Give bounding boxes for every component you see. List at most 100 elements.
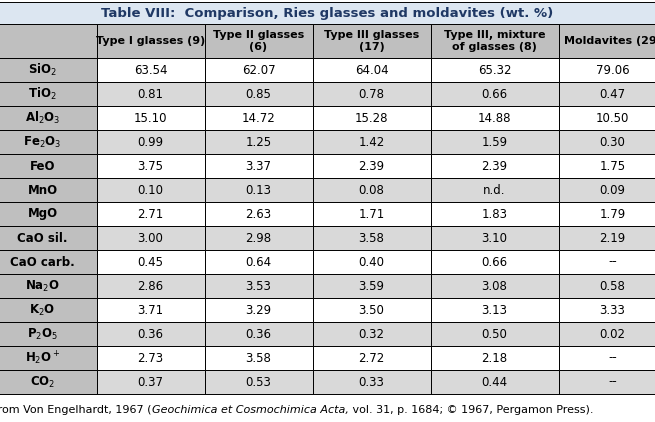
Text: n.d.: n.d.	[483, 184, 506, 197]
Bar	[559, 346, 655, 370]
Text: 79.06: 79.06	[595, 63, 629, 76]
Text: CaO carb.: CaO carb.	[10, 255, 75, 268]
Bar	[312, 178, 430, 202]
Bar	[0, 178, 96, 202]
Text: 3.13: 3.13	[481, 303, 508, 316]
Text: Moldavites (29): Moldavites (29)	[563, 36, 655, 46]
Bar	[312, 24, 430, 58]
Bar	[312, 106, 430, 130]
Text: Type III, mixture
of glasses (8): Type III, mixture of glasses (8)	[443, 30, 545, 52]
Text: 0.66: 0.66	[481, 87, 508, 100]
Bar	[312, 298, 430, 322]
Text: 0.66: 0.66	[481, 255, 508, 268]
Bar	[312, 250, 430, 274]
Text: MnO: MnO	[28, 184, 58, 197]
Bar	[96, 370, 204, 394]
Text: 3.08: 3.08	[481, 279, 508, 292]
Bar	[430, 346, 559, 370]
Text: Fe$_2$O$_3$: Fe$_2$O$_3$	[24, 135, 62, 149]
Text: 1.71: 1.71	[358, 208, 384, 221]
Text: --: --	[608, 255, 617, 268]
Bar	[0, 106, 96, 130]
Text: --: --	[608, 376, 617, 389]
Bar	[430, 24, 559, 58]
Text: 0.33: 0.33	[358, 376, 384, 389]
Text: 3.58: 3.58	[246, 352, 271, 365]
Bar	[204, 226, 312, 250]
Bar	[430, 130, 559, 154]
Text: 3.59: 3.59	[358, 279, 384, 292]
Text: 1.42: 1.42	[358, 135, 384, 149]
Text: 3.10: 3.10	[481, 232, 508, 244]
Bar	[430, 106, 559, 130]
Text: From Von Engelhardt, 1967 (: From Von Engelhardt, 1967 (	[0, 405, 152, 414]
Text: FeO: FeO	[29, 160, 55, 173]
Bar	[559, 370, 655, 394]
Bar	[96, 82, 204, 106]
Bar	[430, 322, 559, 346]
Text: 0.53: 0.53	[246, 376, 271, 389]
Bar	[204, 178, 312, 202]
Bar	[0, 394, 655, 422]
Text: 3.53: 3.53	[246, 279, 271, 292]
Bar	[0, 250, 96, 274]
Text: 0.40: 0.40	[358, 255, 384, 268]
Text: 0.13: 0.13	[246, 184, 272, 197]
Text: Type II glasses
(6): Type II glasses (6)	[213, 30, 304, 52]
Text: 3.33: 3.33	[599, 303, 626, 316]
Text: 0.30: 0.30	[599, 135, 626, 149]
Bar	[559, 58, 655, 82]
Bar	[559, 154, 655, 178]
Text: 64.04: 64.04	[355, 63, 388, 76]
Text: 15.10: 15.10	[134, 111, 167, 124]
Text: 1.83: 1.83	[481, 208, 508, 221]
Text: H$_2$O$^+$: H$_2$O$^+$	[25, 349, 60, 367]
Bar	[96, 106, 204, 130]
Text: 2.73: 2.73	[138, 352, 164, 365]
Text: 0.78: 0.78	[358, 87, 384, 100]
Bar	[96, 130, 204, 154]
Bar	[0, 274, 96, 298]
Text: Type III glasses
(17): Type III glasses (17)	[324, 30, 419, 52]
Text: 0.44: 0.44	[481, 376, 508, 389]
Bar	[430, 82, 559, 106]
Bar	[0, 370, 96, 394]
Bar	[559, 24, 655, 58]
Text: 2.39: 2.39	[358, 160, 384, 173]
Text: 15.28: 15.28	[355, 111, 388, 124]
Bar	[204, 322, 312, 346]
Bar	[559, 82, 655, 106]
Bar	[96, 24, 204, 58]
Bar	[0, 322, 96, 346]
Bar	[0, 346, 96, 370]
Text: Type I glasses (9): Type I glasses (9)	[96, 36, 205, 46]
Text: Table VIII:  Comparison, Ries glasses and moldavites (wt. %): Table VIII: Comparison, Ries glasses and…	[102, 6, 553, 19]
Text: SiO$_2$: SiO$_2$	[28, 62, 57, 78]
Text: 0.02: 0.02	[599, 327, 626, 341]
Bar	[312, 202, 430, 226]
Bar	[204, 24, 312, 58]
Text: 2.19: 2.19	[599, 232, 626, 244]
Bar	[204, 250, 312, 274]
Text: 0.08: 0.08	[358, 184, 384, 197]
Text: --: --	[608, 352, 617, 365]
Text: 62.07: 62.07	[242, 63, 275, 76]
Text: CaO sil.: CaO sil.	[17, 232, 67, 244]
Text: 0.64: 0.64	[246, 255, 272, 268]
Bar	[204, 274, 312, 298]
Bar	[204, 58, 312, 82]
Text: MgO: MgO	[28, 208, 58, 221]
Text: Geochimica et Cosmochimica Acta,: Geochimica et Cosmochimica Acta,	[152, 405, 349, 414]
Text: 65.32: 65.32	[477, 63, 512, 76]
Bar	[204, 106, 312, 130]
Text: 0.99: 0.99	[138, 135, 164, 149]
Bar	[0, 2, 655, 24]
Text: 0.09: 0.09	[599, 184, 626, 197]
Bar	[96, 250, 204, 274]
Bar	[0, 298, 96, 322]
Bar	[559, 106, 655, 130]
Bar	[559, 226, 655, 250]
Bar	[559, 178, 655, 202]
Text: 0.58: 0.58	[599, 279, 626, 292]
Text: 14.72: 14.72	[242, 111, 275, 124]
